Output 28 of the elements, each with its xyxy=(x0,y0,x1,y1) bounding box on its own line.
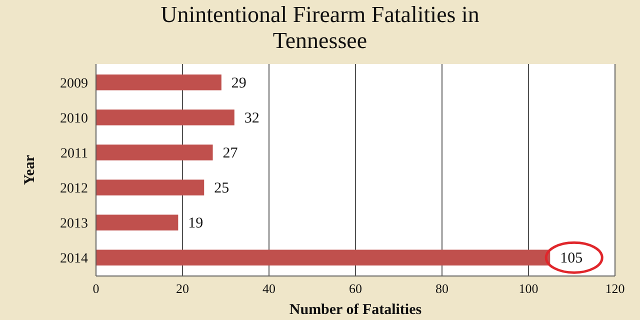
x-tick-label: 40 xyxy=(262,281,276,296)
y-tick-label: 2009 xyxy=(60,76,88,92)
data-label: 29 xyxy=(231,75,246,92)
bar xyxy=(96,250,550,266)
x-tick-label: 120 xyxy=(605,281,625,296)
x-tick-label: 80 xyxy=(436,281,448,296)
data-label: 25 xyxy=(214,180,230,197)
y-tick-label: 2014 xyxy=(60,252,88,267)
bar xyxy=(96,110,234,126)
bar xyxy=(96,74,222,90)
y-tick-label: 2011 xyxy=(60,146,88,162)
bar xyxy=(96,144,213,160)
bar xyxy=(96,180,204,196)
x-tick-label: 60 xyxy=(349,281,362,296)
y-tick-label: 2013 xyxy=(60,216,88,232)
data-label: 32 xyxy=(244,110,260,126)
x-axis-title: Number of Fatalities xyxy=(289,302,422,318)
data-label: 27 xyxy=(222,145,238,162)
x-tick-label: 0 xyxy=(92,281,100,296)
bar xyxy=(96,214,178,230)
chart-title: Unintentional Firearm Fatalities in Tennessee xyxy=(160,2,480,53)
data-label: 19 xyxy=(188,216,204,232)
y-tick-label: 2010 xyxy=(60,111,88,126)
x-tick-label: 20 xyxy=(176,281,189,296)
x-tick-label: 100 xyxy=(518,281,538,296)
data-label: 105 xyxy=(560,250,583,267)
y-tick-label: 2012 xyxy=(60,182,88,197)
y-axis-title: Year xyxy=(22,154,38,185)
